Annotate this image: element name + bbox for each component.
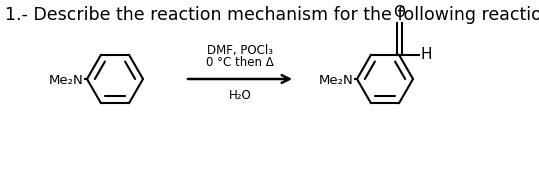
- Text: H: H: [421, 47, 432, 62]
- Text: 1.- Describe the reaction mechanism for the following reaction:: 1.- Describe the reaction mechanism for …: [5, 6, 539, 24]
- Text: H₂O: H₂O: [229, 89, 251, 102]
- Text: O: O: [393, 5, 405, 20]
- Text: Me₂N: Me₂N: [49, 73, 84, 86]
- Text: 0 °C then Δ: 0 °C then Δ: [206, 56, 274, 69]
- Text: Me₂N: Me₂N: [319, 73, 354, 86]
- Text: DMF, POCl₃: DMF, POCl₃: [207, 44, 273, 57]
